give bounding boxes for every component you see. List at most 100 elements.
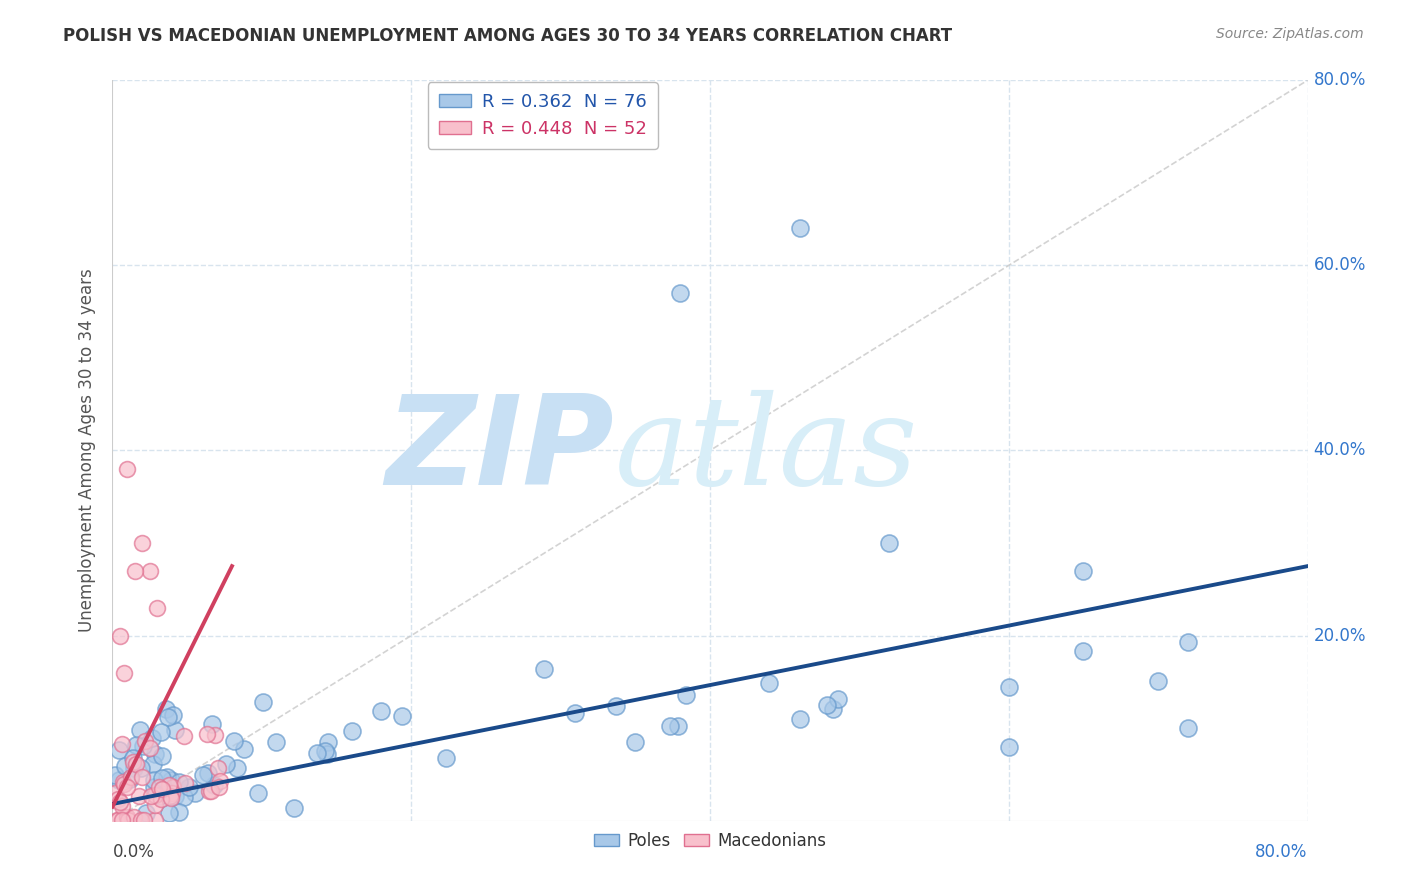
Point (148, 780, 170, 795)
Point (139, 564, 162, 578)
Point (117, 462, 139, 476)
Point (129, 723, 152, 738)
Point (370, 704, 392, 718)
Point (157, 805, 180, 820)
Point (143, 780, 166, 794)
Point (316, 747, 339, 762)
Point (142, 772, 165, 787)
Point (122, 761, 145, 775)
Point (122, 751, 145, 765)
Y-axis label: Unemployment Among Ages 30 to 34 years: Unemployment Among Ages 30 to 34 years (77, 268, 96, 632)
Point (125, 757, 148, 772)
Point (167, 774, 190, 789)
Point (117, 780, 139, 794)
Point (143, 813, 166, 827)
Point (316, 734, 339, 748)
Point (821, 701, 844, 715)
Text: 80.0%: 80.0% (1256, 843, 1308, 861)
Point (669, 286, 692, 301)
Point (391, 709, 413, 723)
Point (111, 799, 134, 814)
Text: 80.0%: 80.0% (1313, 71, 1367, 89)
Point (624, 735, 647, 749)
Point (191, 768, 214, 782)
Point (125, 739, 148, 753)
Point (174, 776, 197, 790)
Point (998, 680, 1021, 694)
Point (157, 778, 180, 792)
Point (225, 761, 247, 775)
Point (141, 789, 163, 804)
Point (207, 761, 229, 775)
Point (122, 810, 145, 824)
Point (149, 792, 172, 806)
Point (827, 692, 849, 706)
Legend: Poles, Macedonians: Poles, Macedonians (588, 825, 832, 856)
Point (167, 805, 190, 820)
Text: atlas: atlas (614, 390, 918, 511)
Point (200, 783, 222, 797)
Point (112, 775, 135, 789)
Text: POLISH VS MACEDONIAN UNEMPLOYMENT AMONG AGES 30 TO 34 YEARS CORRELATION CHART: POLISH VS MACEDONIAN UNEMPLOYMENT AMONG … (63, 27, 952, 45)
Point (111, 737, 134, 751)
Point (131, 536, 153, 550)
Point (124, 564, 146, 578)
Point (111, 813, 134, 827)
Point (675, 688, 697, 702)
Text: 40.0%: 40.0% (1313, 442, 1367, 459)
Point (1073, 564, 1095, 578)
Point (141, 731, 163, 746)
Point (134, 733, 156, 747)
Point (264, 735, 287, 749)
Point (305, 746, 328, 760)
Point (314, 744, 336, 758)
Text: ZIP: ZIP (385, 390, 614, 511)
Point (533, 662, 555, 676)
Point (247, 786, 270, 800)
Point (150, 771, 173, 785)
Point (117, 813, 139, 827)
Point (142, 756, 165, 771)
Point (143, 797, 166, 812)
Point (131, 761, 153, 775)
Text: Source: ZipAtlas.com: Source: ZipAtlas.com (1216, 27, 1364, 41)
Point (605, 698, 627, 713)
Point (112, 811, 135, 825)
Point (143, 788, 166, 802)
Point (160, 791, 183, 805)
Point (159, 789, 181, 804)
Point (252, 695, 274, 709)
Point (131, 770, 153, 784)
Point (215, 756, 238, 771)
Point (156, 710, 179, 724)
Point (200, 717, 222, 731)
Point (150, 749, 173, 764)
Point (789, 221, 811, 235)
Point (202, 778, 225, 792)
Point (120, 772, 142, 786)
Point (129, 813, 152, 827)
Text: 60.0%: 60.0% (1313, 256, 1367, 275)
Point (163, 789, 186, 804)
Point (132, 739, 155, 753)
Point (108, 796, 131, 810)
Point (159, 773, 181, 788)
Point (122, 756, 145, 770)
Point (177, 780, 200, 794)
Point (758, 676, 780, 690)
Point (107, 773, 129, 788)
Point (112, 777, 135, 791)
Point (155, 770, 177, 784)
Point (162, 780, 184, 794)
Point (163, 723, 186, 737)
Point (232, 741, 254, 756)
Point (105, 813, 128, 827)
Point (145, 747, 167, 761)
Point (342, 723, 364, 738)
Point (120, 770, 142, 784)
Point (998, 739, 1021, 754)
Point (204, 728, 226, 742)
Point (436, 751, 458, 765)
Point (139, 741, 162, 756)
Point (195, 727, 218, 741)
